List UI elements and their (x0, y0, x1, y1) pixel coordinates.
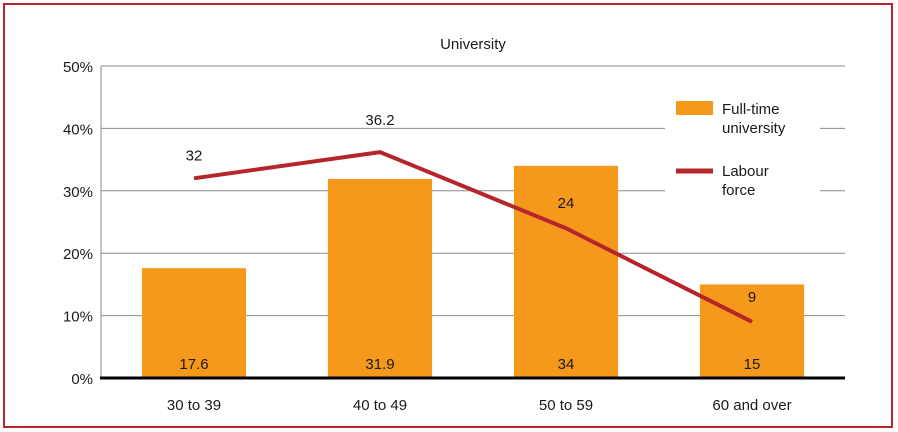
line-series (193, 150, 753, 324)
line-value-labels: 32 36.2 24 9 (186, 112, 757, 306)
y-axis-ticks: 0% 10% 20% 30% 40% 50% (63, 59, 93, 388)
y-tick-label-2: 20% (63, 246, 93, 263)
line-label-1: 36.2 (365, 112, 394, 129)
y-tick-label-0: 0% (71, 371, 93, 388)
bar-label-3: 15 (744, 356, 761, 373)
y-tick-label-3: 30% (63, 184, 93, 201)
y-tick-label-4: 40% (63, 121, 93, 138)
line-label-0: 32 (186, 147, 203, 164)
x-axis-ticks: 30 to 39 40 to 49 50 to 59 60 and over (167, 397, 792, 414)
legend-swatch-bar (676, 101, 713, 115)
line-label-2: 24 (558, 195, 575, 212)
bar-2 (513, 165, 619, 378)
bar-label-2: 34 (558, 356, 575, 373)
y-tick-label-1: 10% (63, 309, 93, 326)
legend-label-line-0: Labour (722, 163, 769, 180)
line-label-3: 9 (748, 289, 756, 306)
labour-force-line (193, 150, 753, 324)
x-tick-label-0: 30 to 39 (167, 397, 221, 414)
y-tick-label-5: 50% (63, 59, 93, 76)
bar-3 (699, 284, 805, 378)
bar-value-labels: 17.6 31.9 34 15 (179, 356, 760, 373)
bar-1 (327, 178, 433, 378)
legend-label-bar-1: university (722, 120, 786, 137)
bar-0 (141, 268, 247, 378)
bar-label-1: 31.9 (365, 356, 394, 373)
x-tick-label-3: 60 and over (712, 397, 791, 414)
bar-series (141, 165, 805, 378)
bar-label-0: 17.6 (179, 356, 208, 373)
legend-label-line-1: force (722, 182, 755, 199)
x-tick-label-2: 50 to 59 (539, 397, 593, 414)
x-tick-label-1: 40 to 49 (353, 397, 407, 414)
chart-title: University (440, 36, 506, 53)
legend: Full-time university Labour force (665, 90, 820, 208)
legend-label-bar-0: Full-time (722, 101, 780, 118)
